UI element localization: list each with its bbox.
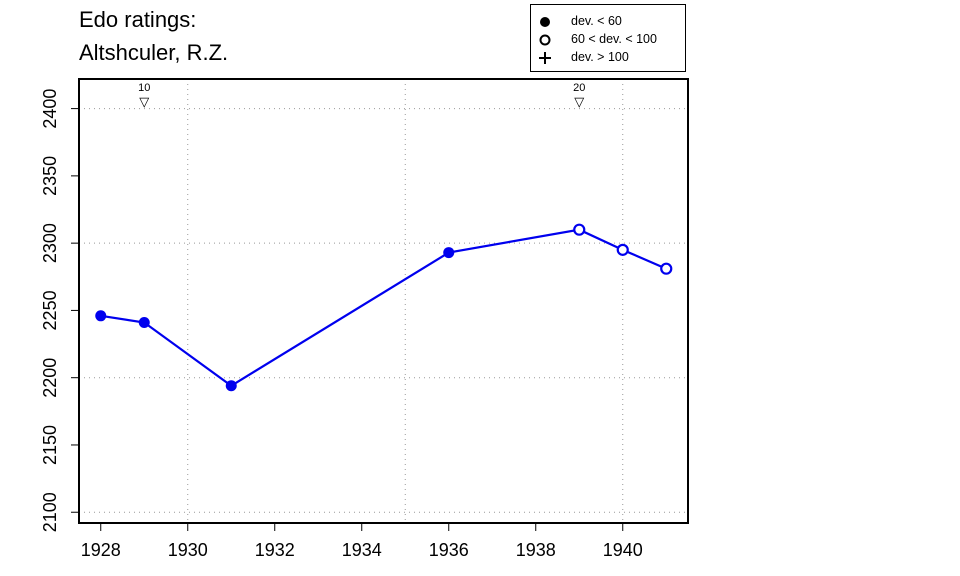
legend-label: dev. > 100	[571, 50, 629, 64]
data-point-filled	[138, 317, 150, 329]
data-point-open	[660, 262, 673, 275]
triangle-down-icon: ▽	[574, 95, 584, 110]
x-tick-label: 1928	[81, 540, 121, 560]
game-count-label: 10	[138, 82, 150, 94]
chart-title: Edo ratings:	[79, 7, 197, 32]
plot-frame	[78, 78, 689, 524]
plus-icon	[539, 52, 551, 64]
data-point-open	[573, 223, 586, 236]
x-tick-label: 1936	[429, 540, 469, 560]
data-point-filled	[95, 310, 107, 322]
chart-subtitle: Altshculer, R.Z.	[79, 40, 229, 65]
legend-label: dev. < 60	[571, 14, 622, 28]
y-tick-label: 2150	[40, 425, 60, 465]
x-tick-label: 1934	[342, 540, 382, 560]
x-tick-label: 1930	[168, 540, 208, 560]
y-tick-label: 2200	[40, 358, 60, 398]
legend-item-high-dev: dev. > 100	[531, 49, 685, 67]
x-tick-label: 1932	[255, 540, 295, 560]
y-tick-label: 2100	[40, 492, 60, 532]
legend-label: 60 < dev. < 100	[571, 32, 657, 46]
triangle-down-icon: ▽	[139, 95, 149, 110]
y-tick-label: 2250	[40, 290, 60, 330]
open-circle-icon	[539, 34, 551, 46]
y-tick-label: 2350	[40, 156, 60, 196]
data-point-filled	[443, 247, 455, 259]
x-tick-label: 1938	[516, 540, 556, 560]
game-count-label: 20	[573, 82, 585, 94]
chart-legend: dev. < 60 60 < dev. < 100 dev. > 100	[530, 4, 686, 72]
rating-line	[100, 228, 667, 388]
x-tick-label: 1940	[603, 540, 643, 560]
legend-item-low-dev: dev. < 60	[531, 13, 685, 31]
legend-item-mid-dev: 60 < dev. < 100	[531, 31, 685, 49]
data-point-open	[616, 243, 629, 256]
filled-circle-icon	[540, 17, 550, 27]
data-point-filled	[225, 380, 237, 392]
y-tick-label: 2300	[40, 223, 60, 263]
y-tick-label: 2400	[40, 89, 60, 129]
